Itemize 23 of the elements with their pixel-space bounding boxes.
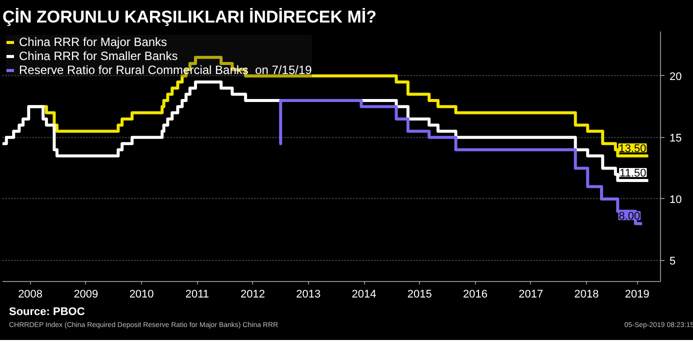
data-label: 8.00: [618, 210, 640, 223]
x-tick-label: 2008: [18, 288, 43, 300]
x-tick-label: 2014: [352, 288, 376, 300]
x-tick-label: 2012: [240, 288, 266, 300]
x-tick-label: 2017: [518, 288, 544, 300]
x-tick-label: 2015: [407, 288, 432, 300]
y-tick-label: 15: [670, 132, 682, 144]
y-tick-label: 20: [670, 70, 682, 83]
y-tick-label: 5: [670, 256, 676, 268]
x-tick-label: 2013: [296, 288, 321, 300]
legend-label: China RRR for Smaller Banks: [19, 49, 178, 63]
x-tick-label: 2010: [129, 288, 154, 300]
legend-label: China RRR for Major Banks: [19, 35, 168, 49]
chart-title: ÇİN ZORUNLU KARŞILIKLARI İNDİRECEK Mİ?: [2, 8, 376, 26]
y-tick-label: 10: [670, 194, 682, 206]
data-label: 13.50: [618, 142, 646, 155]
x-tick-label: 2011: [185, 288, 210, 300]
x-tick-label: 2016: [463, 288, 488, 300]
x-tick-label: 2019: [624, 288, 650, 300]
data-label: 11.50: [620, 168, 646, 180]
x-tick-label: 2009: [74, 288, 98, 300]
x-tick-label: 2018: [574, 288, 599, 300]
source-note: Source: PBOC: [9, 305, 86, 320]
